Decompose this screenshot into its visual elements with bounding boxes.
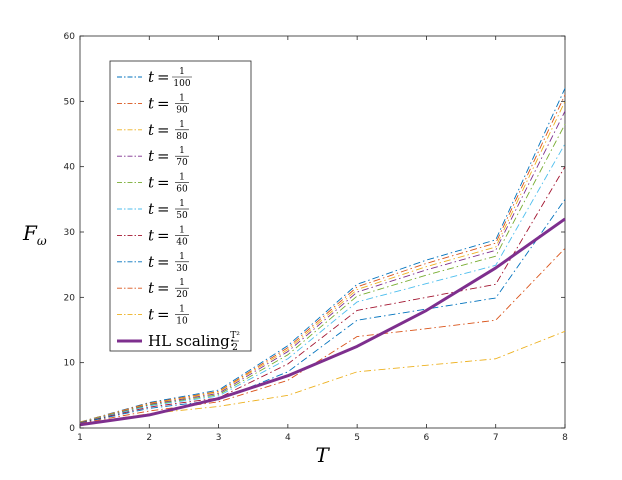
legend-label-eq: = (157, 147, 170, 165)
y-axis-label: Fω (22, 221, 47, 248)
y-axis-label-sub: ω (37, 234, 47, 248)
legend-fraction-denominator: 20 (176, 290, 188, 300)
legend-label-eq: = (157, 253, 170, 271)
legend-label-eq: = (157, 306, 170, 324)
x-tick-label: 5 (354, 433, 360, 443)
legend-fraction-denominator: 90 (176, 105, 188, 115)
legend-label-eq: = (157, 68, 170, 86)
legend-fraction-denominator: 70 (176, 158, 188, 168)
series-layer (79, 88, 566, 427)
legend-label-eq: = (157, 279, 170, 297)
legend-fraction-denominator: 100 (173, 79, 190, 89)
y-tick-label: 60 (64, 32, 76, 42)
legend-fraction-denominator: 80 (176, 132, 188, 142)
x-tick-label: 3 (216, 433, 222, 443)
legend-label-t: t (148, 174, 155, 192)
x-tick-label: 7 (493, 433, 499, 443)
series-line-9 (79, 330, 566, 425)
legend-label-t: t (148, 200, 155, 218)
y-tick-label: 40 (64, 163, 76, 173)
series-line-2 (79, 101, 566, 423)
y-axis-label-main: F (22, 221, 38, 245)
legend-label-eq: = (157, 200, 170, 218)
legend-fraction-numerator: 1 (179, 199, 185, 209)
x-tick-label: 4 (285, 433, 291, 443)
y-tick-label: 0 (69, 424, 75, 434)
y-tick-label: 30 (64, 228, 76, 238)
legend-label-t: t (148, 68, 155, 86)
legend-fraction-numerator: 1 (179, 146, 185, 156)
legend-label-t: t (148, 306, 155, 324)
legend-fraction-numerator: 1 (179, 67, 185, 77)
x-tick-label: 1 (77, 433, 83, 443)
series-line-1 (79, 94, 566, 423)
legend-fraction-denominator: 50 (176, 211, 188, 221)
x-axis-label: T (315, 443, 330, 467)
legend-fraction-denominator: 10 (176, 317, 188, 327)
legend-fraction-numerator: 1 (179, 93, 185, 103)
series-line-0 (79, 88, 566, 423)
legend-label-t: t (148, 279, 155, 297)
legend-fraction-numerator: 1 (179, 252, 185, 262)
legend-fraction-numerator: 1 (179, 225, 185, 235)
legend-label-eq: = (157, 174, 170, 192)
legend-fraction-denominator: 2 (232, 343, 238, 353)
legend-label-t: t (148, 147, 155, 165)
legend-fraction-numerator: T² (230, 331, 240, 341)
legend-fraction-numerator: 1 (179, 120, 185, 130)
series-line-10 (79, 217, 566, 427)
legend-label-eq: = (157, 226, 170, 244)
legend-label-t: t (148, 253, 155, 271)
series-line-5 (79, 143, 566, 424)
series-line-3 (79, 110, 566, 423)
legend-label-eq: = (157, 94, 170, 112)
y-tick-label: 20 (64, 293, 76, 303)
legend-label-eq: = (157, 121, 170, 139)
series-line-6 (79, 166, 566, 424)
legend-fraction-numerator: 1 (179, 278, 185, 288)
series-line-8 (79, 248, 566, 424)
legend-fraction-denominator: 60 (176, 185, 188, 195)
legend-label-t: t (148, 94, 155, 112)
legend-fraction-denominator: 40 (176, 237, 188, 247)
legend-box (109, 60, 252, 352)
legend-label-name: HL scaling: (148, 332, 235, 350)
legend-fraction-denominator: 30 (176, 264, 188, 274)
x-tick-label: 6 (424, 433, 430, 443)
y-tick-label: 50 (64, 97, 76, 107)
legend-fraction-numerator: 1 (179, 173, 185, 183)
x-tick-label: 8 (562, 433, 568, 443)
x-tick-label: 2 (146, 433, 152, 443)
series-line-4 (79, 123, 566, 423)
legend-label-t: t (148, 121, 155, 139)
legend-label-t: t (148, 226, 155, 244)
y-tick-label: 10 (64, 359, 76, 369)
legend-fraction-numerator: 1 (179, 305, 185, 315)
